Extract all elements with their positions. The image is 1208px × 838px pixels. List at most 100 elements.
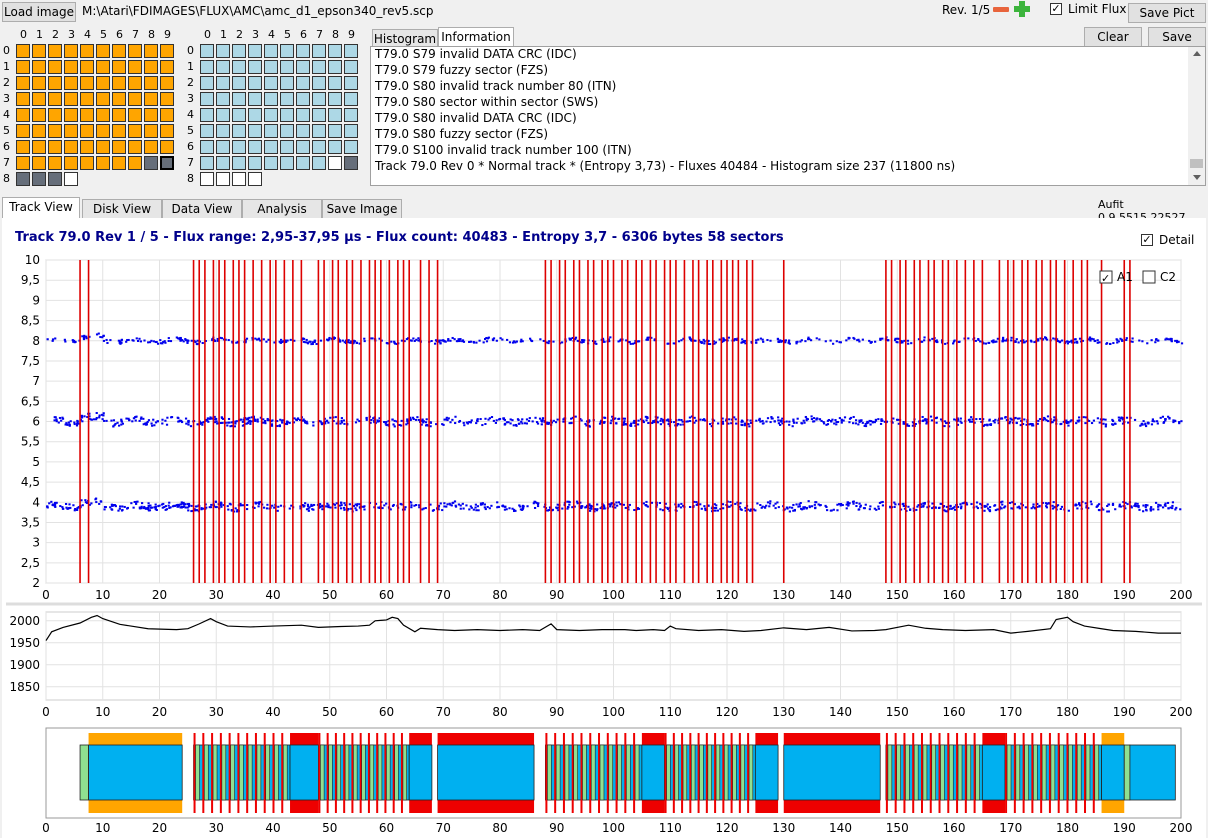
load-image-button[interactable]: Load image <box>2 2 76 22</box>
side1-track-cell[interactable] <box>200 172 214 186</box>
side0-track-cell[interactable] <box>160 76 174 90</box>
side1-track-cell[interactable] <box>248 108 262 122</box>
tab-track-view[interactable]: Track View <box>2 197 80 219</box>
side0-track-cell[interactable] <box>160 140 174 154</box>
side1-track-cell[interactable] <box>216 156 230 170</box>
side1-track-cell[interactable] <box>248 172 262 186</box>
side1-track-cell[interactable] <box>216 108 230 122</box>
side1-track-cell[interactable] <box>264 92 278 106</box>
side1-track-cell[interactable] <box>232 140 246 154</box>
tab-analysis[interactable]: Analysis <box>242 199 322 219</box>
side1-track-cell[interactable] <box>296 92 310 106</box>
side1-track-cell[interactable] <box>232 92 246 106</box>
side0-track-cell[interactable] <box>144 108 158 122</box>
side1-track-cell[interactable] <box>248 44 262 58</box>
side0-track-cell[interactable] <box>144 44 158 58</box>
side0-track-cell[interactable] <box>80 92 94 106</box>
side1-track-cell[interactable] <box>296 124 310 138</box>
side0-track-cell[interactable] <box>128 60 142 74</box>
side1-track-cell[interactable] <box>280 108 294 122</box>
side1-track-cell[interactable] <box>216 44 230 58</box>
side0-track-cell[interactable] <box>160 60 174 74</box>
side0-track-cell[interactable] <box>112 108 126 122</box>
side1-track-cell[interactable] <box>232 156 246 170</box>
side0-track-cell[interactable] <box>64 124 78 138</box>
side1-track-cell[interactable] <box>280 140 294 154</box>
side0-track-cell[interactable] <box>16 44 30 58</box>
side0-track-cell[interactable] <box>112 92 126 106</box>
side0-track-cell[interactable] <box>48 44 62 58</box>
side0-track-cell[interactable] <box>112 140 126 154</box>
side0-track-cell[interactable] <box>64 172 78 186</box>
side1-track-cell[interactable] <box>328 60 342 74</box>
side1-track-cell[interactable] <box>216 76 230 90</box>
side0-track-cell[interactable] <box>64 108 78 122</box>
side1-track-cell[interactable] <box>280 124 294 138</box>
side0-track-cell[interactable] <box>64 44 78 58</box>
side0-track-cell[interactable] <box>48 92 62 106</box>
scroll-down-icon[interactable] <box>1193 175 1201 180</box>
side1-track-cell[interactable] <box>248 156 262 170</box>
side0-track-cell[interactable] <box>64 92 78 106</box>
side1-track-cell[interactable] <box>296 108 310 122</box>
side1-track-cell[interactable] <box>200 124 214 138</box>
side1-track-cell[interactable] <box>216 172 230 186</box>
side1-track-cell[interactable] <box>264 108 278 122</box>
side1-track-cell[interactable] <box>232 60 246 74</box>
side1-track-cell[interactable] <box>328 124 342 138</box>
scroll-up-icon[interactable] <box>1193 51 1201 56</box>
side0-track-cell[interactable] <box>16 124 30 138</box>
side0-track-cell[interactable] <box>80 108 94 122</box>
side0-track-cell[interactable] <box>48 76 62 90</box>
side1-track-cell[interactable] <box>200 140 214 154</box>
side1-track-cell[interactable] <box>344 76 358 90</box>
side0-track-cell[interactable] <box>128 44 142 58</box>
side1-track-cell[interactable] <box>232 172 246 186</box>
side0-track-cell[interactable] <box>144 124 158 138</box>
side1-track-cell[interactable] <box>200 156 214 170</box>
side0-track-cell[interactable] <box>32 172 46 186</box>
side1-track-cell[interactable] <box>216 140 230 154</box>
side0-track-cell[interactable] <box>64 140 78 154</box>
a1-checkbox[interactable] <box>1099 270 1113 284</box>
side0-track-cell[interactable] <box>48 156 62 170</box>
side0-track-cell[interactable] <box>144 140 158 154</box>
side1-track-cell[interactable] <box>296 140 310 154</box>
side1-track-cell[interactable] <box>264 156 278 170</box>
side1-track-cell[interactable] <box>264 124 278 138</box>
side0-track-cell[interactable] <box>80 76 94 90</box>
side0-track-cell[interactable] <box>16 60 30 74</box>
side0-track-cell[interactable] <box>80 60 94 74</box>
side0-track-cell[interactable] <box>96 140 110 154</box>
side0-track-cell[interactable] <box>128 156 142 170</box>
side1-track-cell[interactable] <box>312 44 326 58</box>
side0-track-cell[interactable] <box>96 156 110 170</box>
limit-flux-checkbox[interactable]: ✓ <box>1050 2 1062 15</box>
side1-track-cell[interactable] <box>344 44 358 58</box>
log-scrollbar[interactable] <box>1188 47 1205 185</box>
side0-track-cell[interactable] <box>112 156 126 170</box>
side1-track-cell[interactable] <box>232 76 246 90</box>
side1-track-cell[interactable] <box>328 76 342 90</box>
side0-track-cell[interactable] <box>16 140 30 154</box>
side0-track-cell[interactable] <box>16 92 30 106</box>
tab-data-view[interactable]: Data View <box>162 199 242 219</box>
side1-track-cell[interactable] <box>344 140 358 154</box>
side0-track-cell[interactable] <box>160 108 174 122</box>
side1-track-cell[interactable] <box>312 92 326 106</box>
side1-track-cell[interactable] <box>280 76 294 90</box>
side1-track-cell[interactable] <box>296 60 310 74</box>
side0-track-cell[interactable] <box>160 44 174 58</box>
side0-track-cell[interactable] <box>128 76 142 90</box>
side1-track-cell[interactable] <box>200 108 214 122</box>
side0-track-cell[interactable] <box>48 60 62 74</box>
side0-track-cell[interactable] <box>160 156 174 170</box>
side1-track-cell[interactable] <box>248 92 262 106</box>
tab-information[interactable]: Information <box>438 27 514 49</box>
side0-track-cell[interactable] <box>64 60 78 74</box>
side1-track-cell[interactable] <box>344 108 358 122</box>
side1-track-cell[interactable] <box>232 124 246 138</box>
side0-track-cell[interactable] <box>96 124 110 138</box>
side0-track-cell[interactable] <box>48 140 62 154</box>
side0-track-cell[interactable] <box>80 44 94 58</box>
